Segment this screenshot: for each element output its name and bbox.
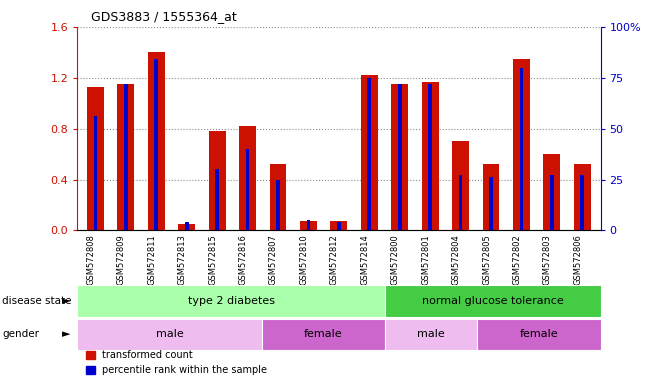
Bar (519, 68, 523, 230)
Legend: transformed count, percentile rank within the sample: transformed count, percentile rank withi… (82, 346, 271, 379)
Bar (124, 84, 127, 230)
Bar (422, 81, 439, 230)
Bar (215, 169, 219, 230)
Bar (87, 87, 104, 230)
Text: GSM572809: GSM572809 (117, 235, 126, 285)
Bar (368, 78, 371, 230)
Text: ►: ► (62, 329, 70, 339)
Bar (385, 285, 601, 317)
Bar (337, 222, 341, 230)
Bar (270, 164, 287, 230)
Bar (385, 319, 477, 350)
Text: GSM572815: GSM572815 (208, 235, 217, 285)
Bar (77, 285, 385, 317)
Bar (307, 220, 310, 230)
Text: ►: ► (62, 296, 70, 306)
Bar (154, 60, 158, 230)
Text: GSM572803: GSM572803 (543, 235, 552, 285)
Text: disease state: disease state (2, 296, 72, 306)
Bar (361, 75, 378, 230)
Text: normal glucose tolerance: normal glucose tolerance (422, 296, 564, 306)
Bar (117, 84, 134, 230)
Bar (477, 319, 601, 350)
Text: male: male (417, 329, 445, 339)
Bar (513, 59, 530, 230)
Text: GSM572811: GSM572811 (147, 235, 156, 285)
Bar (391, 84, 408, 230)
Text: GSM572814: GSM572814 (360, 235, 369, 285)
Text: GSM572804: GSM572804 (452, 235, 460, 285)
Bar (77, 319, 262, 350)
Text: GSM572808: GSM572808 (87, 235, 95, 285)
Text: GSM572801: GSM572801 (421, 235, 430, 285)
Bar (178, 224, 195, 230)
Bar (428, 84, 432, 230)
Text: GSM572807: GSM572807 (269, 235, 278, 285)
Bar (93, 116, 97, 230)
Text: male: male (156, 329, 183, 339)
Bar (262, 319, 385, 350)
Bar (209, 131, 225, 230)
Text: GSM572805: GSM572805 (482, 235, 491, 285)
Text: GSM572802: GSM572802 (513, 235, 521, 285)
Text: type 2 diabetes: type 2 diabetes (188, 296, 274, 306)
Bar (148, 52, 164, 230)
Text: GSM572810: GSM572810 (299, 235, 309, 285)
Bar (459, 175, 462, 230)
Bar (574, 164, 590, 230)
Bar (246, 149, 250, 230)
Bar (398, 84, 401, 230)
Text: GSM572813: GSM572813 (178, 235, 187, 285)
Bar (580, 175, 584, 230)
Bar (544, 154, 560, 230)
Bar (300, 222, 317, 230)
Bar (239, 126, 256, 230)
Text: GSM572816: GSM572816 (239, 235, 248, 285)
Text: female: female (304, 329, 343, 339)
Bar (482, 164, 499, 230)
Text: GSM572800: GSM572800 (391, 235, 400, 285)
Bar (489, 177, 493, 230)
Text: GSM572812: GSM572812 (330, 235, 339, 285)
Bar (276, 180, 280, 230)
Text: female: female (519, 329, 558, 339)
Bar (452, 141, 469, 230)
Text: gender: gender (2, 329, 39, 339)
Bar (185, 222, 189, 230)
Bar (331, 222, 347, 230)
Bar (550, 175, 554, 230)
Text: GSM572806: GSM572806 (573, 235, 582, 285)
Text: GDS3883 / 1555364_at: GDS3883 / 1555364_at (91, 10, 236, 23)
